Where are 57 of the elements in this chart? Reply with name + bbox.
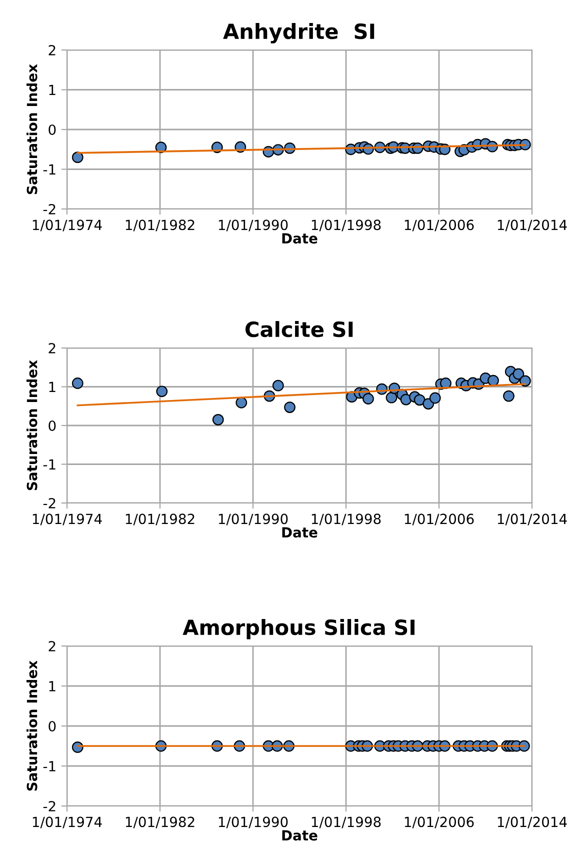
point	[429, 392, 441, 404]
y-tick-label: 1	[49, 382, 56, 392]
y-axis-title: Saturation Index	[26, 64, 38, 194]
x-tick-label: 1/01/1974	[32, 220, 102, 232]
point	[386, 392, 398, 404]
x-tick-label: 1/01/1990	[218, 816, 288, 828]
x-tick-label: 1/01/1998	[312, 514, 381, 526]
x-tick-label: 1/01/2014	[498, 220, 567, 232]
y-tick-label: -1	[43, 164, 56, 175]
y-tick-label: -2	[43, 800, 56, 812]
point	[503, 390, 514, 402]
y-tick-label: 0	[48, 720, 56, 732]
y-tick-label: -1	[43, 459, 56, 470]
x-tick-label: 1/01/1990	[218, 514, 288, 526]
x-axis-title: Date	[282, 233, 318, 244]
y-tick-label: -2	[43, 498, 56, 508]
x-axis-title: Date	[282, 527, 318, 538]
x-tick-label: 1/01/1998	[312, 220, 381, 232]
y-tick-label: -2	[43, 204, 56, 214]
x-tick-label: 1/01/1982	[126, 514, 194, 526]
y-tick-label: 2	[48, 342, 56, 354]
y-tick-label: 2	[48, 640, 56, 652]
point	[512, 368, 524, 380]
x-tick-label: 1/01/1982	[126, 816, 194, 828]
point	[272, 380, 284, 392]
x-tick-label: 1/01/1974	[32, 514, 102, 526]
point	[236, 396, 248, 408]
chart-title: Amorphous Silica SI	[182, 619, 414, 640]
chart-title: Anhydrite SI	[223, 23, 374, 44]
y-tick-label: 0	[48, 124, 56, 135]
x-tick-label: 1/01/1974	[32, 816, 102, 828]
x-tick-label: 1/01/1998	[312, 816, 381, 828]
x-tick-label: 1/01/2006	[404, 514, 474, 526]
x-tick-label: 1/01/2014	[498, 514, 567, 526]
y-axis-title: Saturation Index	[26, 660, 38, 791]
y-tick-label: 2	[48, 44, 56, 56]
point	[362, 393, 374, 404]
point	[488, 374, 499, 386]
x-axis-title: Date	[282, 830, 318, 841]
point	[284, 402, 296, 413]
x-tick-label: 1/01/1990	[218, 220, 288, 232]
point	[414, 394, 426, 406]
y-tick-label: 0	[48, 420, 56, 431]
y-tick-label: -1	[43, 761, 56, 772]
chart-title: Calcite SI	[246, 321, 353, 338]
x-tick-label: 1/01/2014	[498, 816, 567, 828]
point	[212, 414, 224, 426]
point	[156, 386, 168, 398]
point	[72, 152, 84, 164]
y-axis-title: Saturation Index	[26, 360, 38, 490]
x-tick-label: 1/01/2006	[404, 220, 474, 232]
point	[72, 378, 84, 389]
y-tick-label: 1	[49, 681, 56, 692]
x-tick-label: 1/01/2006	[404, 816, 474, 828]
y-tick-label: 1	[49, 84, 56, 96]
point	[519, 375, 531, 387]
x-tick-label: 1/01/1982	[126, 220, 194, 232]
